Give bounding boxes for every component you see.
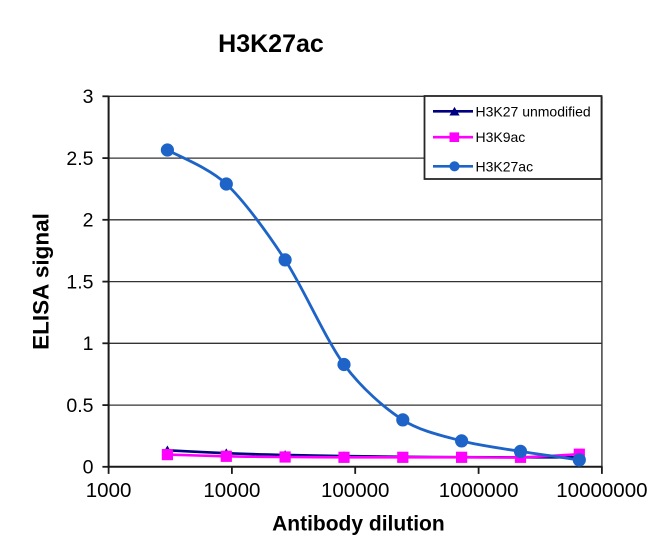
svg-text:100000: 100000 — [321, 479, 389, 502]
svg-text:Antibody dilution: Antibody dilution — [272, 513, 445, 536]
svg-text:ELISA signal: ELISA signal — [29, 213, 54, 350]
svg-text:0: 0 — [83, 457, 94, 479]
svg-text:H3K9ac: H3K9ac — [476, 129, 526, 145]
svg-text:1.5: 1.5 — [66, 271, 93, 293]
svg-text:1000: 1000 — [86, 479, 132, 502]
svg-text:1: 1 — [83, 333, 94, 355]
svg-text:10000000: 10000000 — [556, 479, 647, 502]
svg-text:H3K27ac: H3K27ac — [476, 158, 534, 174]
svg-text:2: 2 — [83, 210, 94, 232]
svg-text:2.5: 2.5 — [66, 148, 93, 170]
svg-text:H3K27ac: H3K27ac — [218, 30, 324, 58]
svg-text:0.5: 0.5 — [66, 395, 93, 417]
svg-text:1000000: 1000000 — [439, 479, 519, 502]
svg-text:H3K27 unmodified: H3K27 unmodified — [476, 103, 591, 119]
svg-text:3: 3 — [83, 86, 94, 108]
svg-text:10000: 10000 — [203, 479, 260, 502]
